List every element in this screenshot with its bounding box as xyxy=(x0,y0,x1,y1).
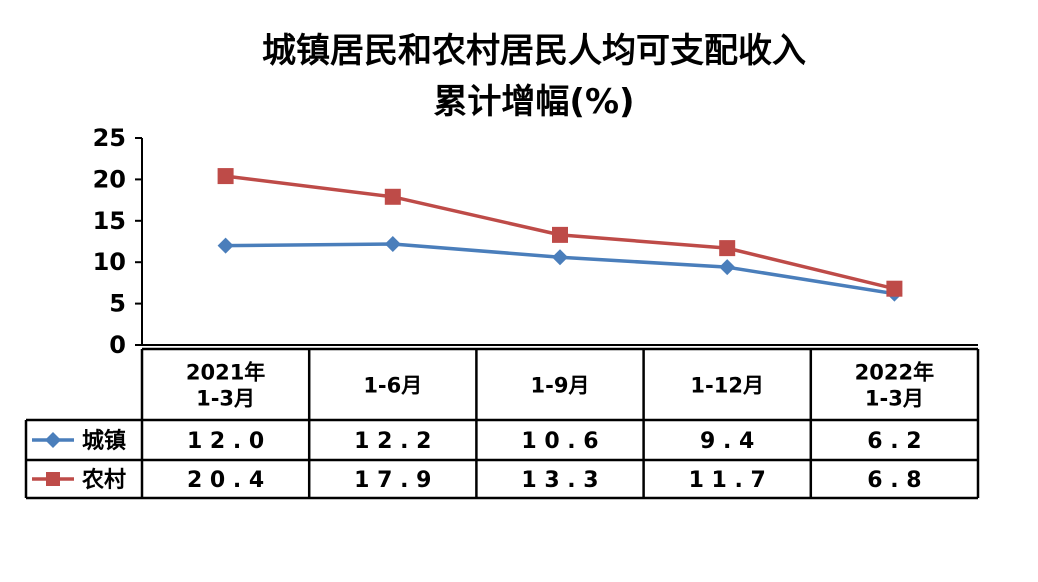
category-label: 1-3月 xyxy=(865,387,924,411)
data-point-square xyxy=(384,188,401,205)
category-label: 1-6月 xyxy=(363,374,422,398)
data-point-diamond xyxy=(217,237,234,254)
series-layer xyxy=(217,168,903,302)
chart-title-line-2: 累计增幅(%) xyxy=(433,82,634,122)
data-point-diamond xyxy=(719,259,736,276)
table-value-cell: 6 . 8 xyxy=(867,468,921,493)
table-value-cell: 2 0 . 4 xyxy=(187,468,264,493)
legend-key-square xyxy=(46,472,60,486)
y-tick-label: 10 xyxy=(93,248,126,276)
data-point-diamond xyxy=(552,249,568,266)
table-value-cell: 1 3 . 3 xyxy=(521,468,598,493)
table-value-cell: 1 2 . 2 xyxy=(354,429,431,454)
table-value-cell: 1 2 . 0 xyxy=(187,429,264,454)
legend-label: 农村 xyxy=(81,467,126,493)
chart-title-line-1: 城镇居民和农村居民人均可支配收入 xyxy=(262,31,806,71)
legend-label: 城镇 xyxy=(82,428,126,454)
y-tick-label: 5 xyxy=(109,290,126,318)
category-label: 1-9月 xyxy=(531,374,590,398)
legend-key-diamond xyxy=(45,432,61,448)
category-label: 1-12月 xyxy=(690,374,764,398)
y-tick-label: 20 xyxy=(93,165,126,193)
y-tick-label: 0 xyxy=(109,331,126,359)
table-value-cell: 9 . 4 xyxy=(700,429,754,454)
y-tick-label: 25 xyxy=(93,124,126,152)
data-point-square xyxy=(719,240,736,257)
data-point-square xyxy=(552,226,568,243)
data-point-square xyxy=(886,280,903,297)
chart-axes xyxy=(141,138,978,346)
data-point-square xyxy=(217,168,234,185)
y-tick-labels: 0 5 10 15 20 25 xyxy=(93,124,142,359)
table-value-cell: 1 0 . 6 xyxy=(521,429,598,454)
table-value-cell: 1 7 . 9 xyxy=(354,468,431,493)
table-value-cell: 1 1 . 7 xyxy=(689,468,766,493)
table-value-cell: 6 . 2 xyxy=(867,429,921,454)
category-label: 2021年 xyxy=(186,361,265,385)
category-label: 1-3月 xyxy=(196,387,255,411)
data-point-diamond xyxy=(384,235,401,252)
category-label: 2022年 xyxy=(855,361,934,385)
y-tick-label: 15 xyxy=(93,207,126,235)
